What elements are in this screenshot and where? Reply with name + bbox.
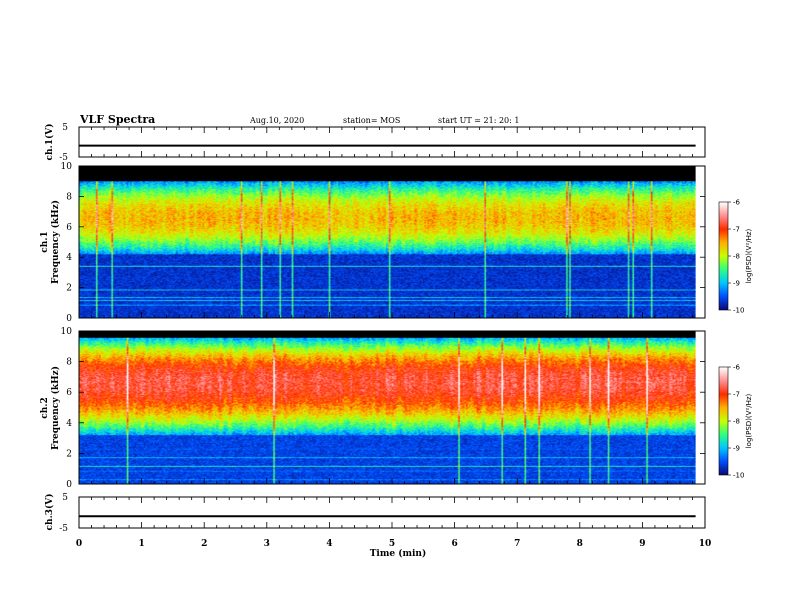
ch1-freq-tick-label: 2	[66, 284, 72, 294]
ch2-freq-tick-label: 2	[66, 449, 72, 459]
ch2-colorbar-gradient	[719, 367, 728, 475]
time-tick-label: 1	[138, 539, 144, 549]
ch1-colorbar-gradient	[719, 202, 728, 310]
time-tick-label: 5	[389, 539, 395, 549]
ch3-ytick-minus5: -5	[59, 524, 68, 534]
start-time-label: start UT = 21: 20: 1	[438, 116, 519, 125]
ch3-waveform-ticks	[78, 497, 706, 528]
time-tick-label: 0	[76, 539, 82, 549]
ch1-spectrogram-panel: 0 2 4 6 8 10 ch.1 Frequency (kHz)	[40, 162, 706, 324]
time-tick-label: 2	[201, 539, 207, 549]
ch1-colorbar-tick-label: -9	[733, 280, 740, 288]
ch2-frequency-axis-label: Frequency (kHz)	[50, 366, 61, 450]
ch1-freq-tick-label: 4	[66, 253, 72, 263]
ch2-spectrogram-ylabel: ch.2	[40, 397, 50, 418]
ch2-freq-tick-label: 10	[61, 327, 73, 337]
ch2-freq-tick-label: 4	[66, 419, 72, 429]
ch1-colorbar-tick-label: -6	[733, 199, 741, 207]
ch3-ytick-5: 5	[62, 493, 68, 503]
ch2-spectrogram-image	[79, 331, 696, 484]
ch3-waveform-panel: 5 -5 ch.3(V) 0 1 2 3 4 5 6 7 8 9 10 Time (min)	[44, 493, 711, 559]
ch1-colorbar-label: log(PSD)(V²/Hz)	[745, 228, 753, 283]
time-tick-labels: 0 1 2 3 4 5 6 7 8 9 10	[76, 539, 711, 549]
ch2-colorbar: -10 -9 -8 -7 -6 log(PSD)(V²/Hz)	[718, 364, 753, 480]
ch1-freq-tick-label: 10	[61, 162, 73, 172]
ch1-freq-tick-label: 8	[66, 192, 72, 202]
ch1-spectrogram-ticks	[78, 165, 706, 319]
ch1-colorbar: -10 -9 -8 -7 -6 log(PSD)(V²/Hz)	[718, 199, 753, 315]
ch2-colorbar-tick-label: -9	[733, 445, 740, 453]
ch2-freq-tick-label: 6	[66, 388, 72, 398]
date-label: Aug.10, 2020	[249, 116, 304, 125]
ch1-waveform-ylabel: ch.1(V)	[44, 124, 55, 161]
ch1-frequency-tick-labels: 0 2 4 6 8 10	[61, 162, 73, 324]
ch1-frequency-axis-label: Frequency (kHz)	[50, 200, 61, 284]
ch1-colorbar-tick-label: -10	[733, 307, 744, 315]
time-tick-label: 4	[326, 539, 332, 549]
ch2-colorbar-tick-label: -8	[733, 418, 740, 426]
ch1-colorbar-tick-label: -8	[733, 253, 740, 261]
ch1-ytick-5: 5	[62, 123, 68, 133]
ch2-colorbar-label: log(PSD)(V²/Hz)	[745, 393, 753, 448]
ch1-freq-tick-label: 0	[66, 314, 72, 324]
ch2-spectrogram-panel: 0 2 4 6 8 10 ch.2 Frequency (kHz)	[40, 327, 706, 490]
time-tick-label: 3	[264, 539, 270, 549]
ch1-freq-tick-label: 6	[66, 223, 72, 233]
time-tick-label: 8	[577, 539, 583, 549]
time-tick-label: 9	[639, 539, 645, 549]
ch2-spectrogram-ticks	[78, 330, 706, 485]
time-tick-label: 7	[514, 539, 520, 549]
ch2-colorbar-tick-label: -6	[733, 364, 741, 372]
ch1-waveform-ticks	[78, 127, 706, 157]
ch1-spectrogram-image	[79, 166, 696, 318]
ch1-colorbar-tick-label: -7	[733, 226, 740, 234]
time-tick-label: 6	[451, 539, 457, 549]
time-axis-label: Time (min)	[370, 548, 427, 559]
ch1-spectrogram-ylabel: ch.1	[40, 231, 50, 252]
ch2-colorbar-tick-label: -7	[733, 391, 740, 399]
time-tick-label: 10	[699, 539, 712, 549]
ch2-freq-tick-label: 0	[66, 480, 72, 490]
ch2-colorbar-tick-label: -10	[733, 472, 744, 480]
ch2-freq-tick-label: 8	[66, 358, 72, 368]
figure-title: VLF Spectra	[79, 113, 155, 126]
station-label: station= MOS	[343, 116, 400, 125]
ch3-waveform-ylabel: ch.3(V)	[44, 494, 55, 531]
ch2-frequency-tick-labels: 0 2 4 6 8 10	[61, 327, 73, 490]
ch1-ytick-minus5: -5	[59, 153, 68, 163]
ch1-waveform-panel: 5 -5 ch.1(V)	[44, 123, 706, 163]
